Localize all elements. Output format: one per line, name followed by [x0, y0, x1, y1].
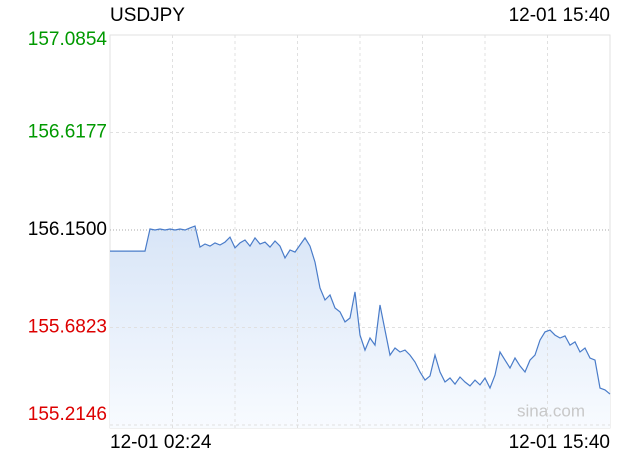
y-tick-label: 155.6823	[28, 317, 107, 338]
watermark: sina.com	[517, 401, 585, 420]
timestamp: 12-01 15:40	[509, 5, 610, 26]
y-tick-label: 155.2146	[28, 404, 107, 425]
x-tick-label: 12-01 15:40	[509, 432, 610, 453]
y-tick-label: 156.6177	[28, 122, 107, 143]
y-tick-label: 157.0854	[28, 29, 108, 50]
x-tick-label: 12-01 02:24	[110, 432, 212, 453]
line	[110, 225, 611, 395]
chart-title: USDJPY	[110, 5, 185, 26]
y-tick-label: 156.1500	[28, 219, 107, 240]
